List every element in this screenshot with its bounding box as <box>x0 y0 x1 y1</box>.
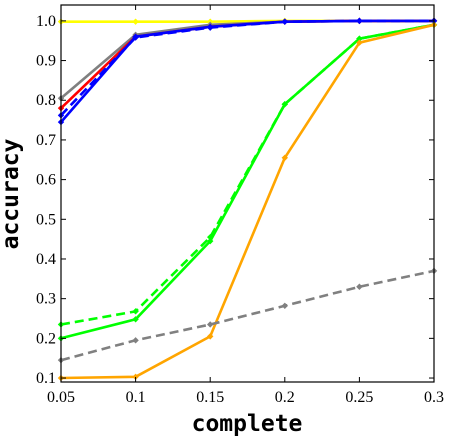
data-point <box>356 17 363 25</box>
ticks-layer: 0.05 0.1 0.15 0.2 0.25 0.3 0.1 0.2 0.3 0.4 0.5 0.6 0… <box>36 5 444 406</box>
data-point <box>132 18 139 25</box>
series-4 <box>57 17 438 126</box>
y-tick-label: 0.4 <box>36 251 56 268</box>
series-3 <box>57 17 438 119</box>
y-tick-label: 0.8 <box>36 92 56 109</box>
x-tick-label: 0.05 <box>47 389 75 406</box>
data-point <box>207 333 214 340</box>
y-tick-label: 0.6 <box>36 172 56 189</box>
data-point <box>207 321 214 328</box>
series-line <box>60 23 435 380</box>
series-line <box>60 23 435 340</box>
series-2 <box>57 17 438 112</box>
plot-frame <box>60 4 435 383</box>
data-point <box>281 154 288 161</box>
data-point <box>132 308 139 315</box>
y-axis-label: accuracy <box>0 138 24 249</box>
x-tick-label: 0.2 <box>275 389 295 406</box>
y-tick-label: 0.9 <box>36 53 56 70</box>
series-6 <box>57 21 438 342</box>
series-8 <box>57 267 438 364</box>
y-tick-label: 1.0 <box>36 13 56 30</box>
series-line <box>60 19 434 123</box>
y-tick-label: 0.3 <box>36 291 56 308</box>
y-tick-label: 0.7 <box>36 132 56 149</box>
data-point <box>356 39 363 46</box>
data-point <box>281 101 288 108</box>
data-point <box>281 302 288 310</box>
x-tick-label: 0.15 <box>196 389 224 406</box>
series-layer <box>57 17 438 382</box>
x-tick-label: 0.1 <box>126 389 146 406</box>
series-7 <box>57 21 438 382</box>
y-tick-label: 0.1 <box>36 370 56 387</box>
data-point <box>356 283 363 290</box>
data-point <box>132 337 139 344</box>
y-tick-label: 0.2 <box>36 330 56 347</box>
data-point <box>132 316 139 323</box>
data-point <box>207 237 214 245</box>
data-point <box>132 373 139 381</box>
x-tick-label: 0.25 <box>345 389 373 406</box>
data-point <box>132 33 139 40</box>
x-axis-label: complete <box>192 411 303 437</box>
data-point <box>281 18 288 25</box>
data-point <box>207 23 214 31</box>
x-tick-label: 0.3 <box>424 389 444 406</box>
y-tick-label: 0.5 <box>36 211 56 228</box>
series-line <box>60 269 435 362</box>
data-point <box>356 35 363 42</box>
